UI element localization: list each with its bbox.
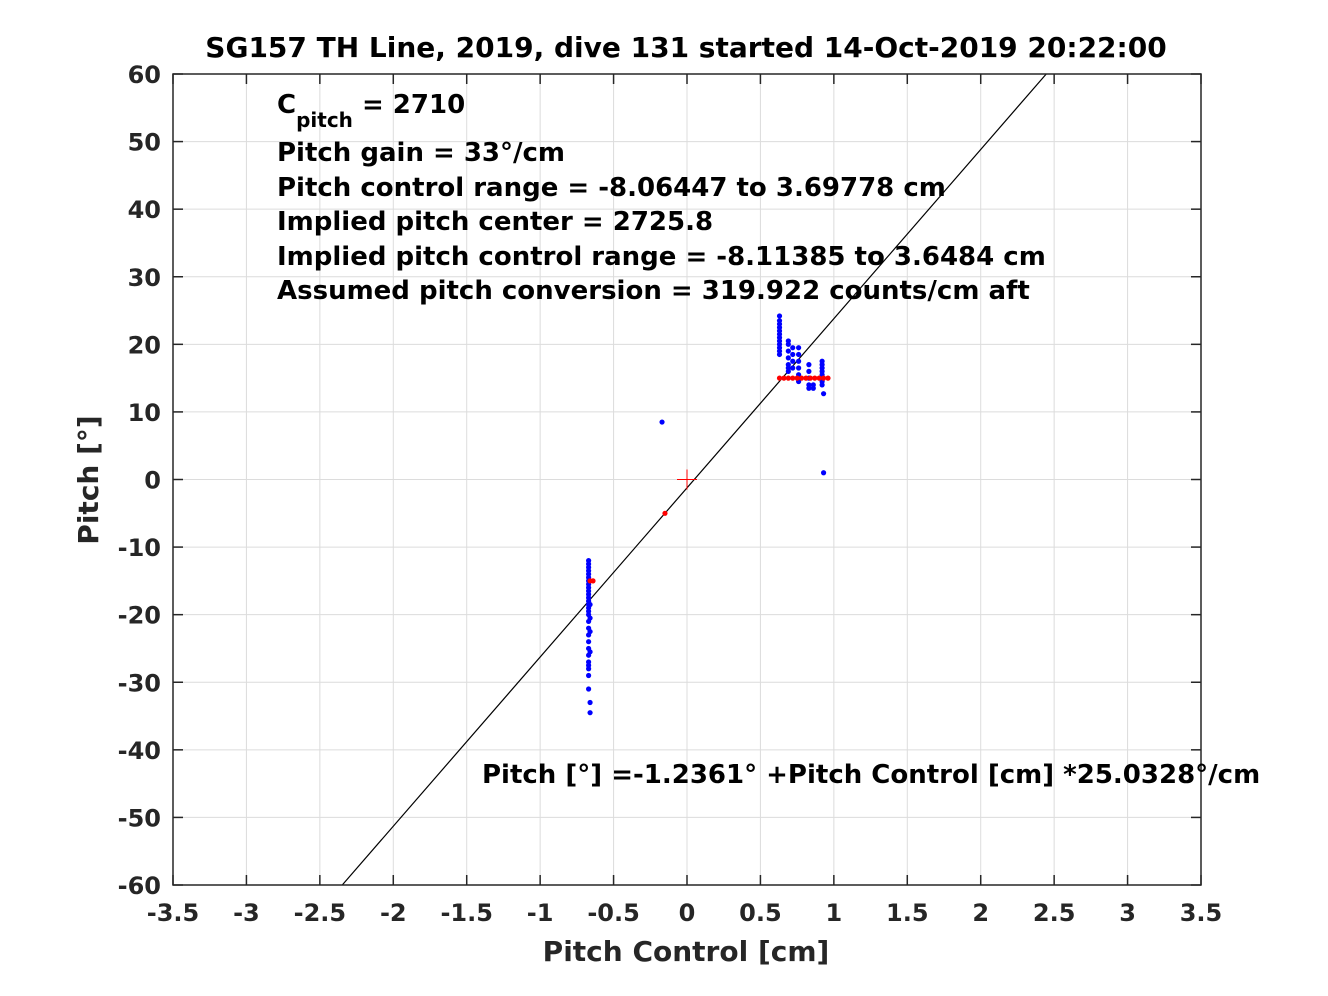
x-tick-label: -1 [527,899,554,927]
control-range-annotation: Pitch control range = -8.06447 to 3.6977… [277,173,946,203]
red-data-point [803,375,809,381]
blue-data-point [587,628,593,635]
conversion-annotation: Assumed pitch conversion = 319.922 count… [277,276,1030,306]
blue-data-point [785,341,791,347]
red-data-point [776,375,783,381]
blue-data-point [587,601,593,608]
y-tick-label: 50 [128,129,161,157]
blue-data-point [586,639,592,645]
blue-data-point [796,358,802,364]
x-tick-label: 0 [679,899,696,927]
red-data-point [807,375,813,381]
blue-data-point [587,649,593,655]
blue-data-point [806,368,812,374]
pitch-gain-annotation: Pitch gain = 33°/cm [277,138,565,168]
y-tick-label: -50 [118,804,161,832]
chart-title: SG157 TH Line, 2019, dive 131 started 14… [205,31,1166,64]
y-tick-label: -10 [118,534,161,562]
red-data-point [790,375,796,381]
red-data-point [820,375,827,381]
data-points [586,313,831,716]
blue-data-point [796,345,802,351]
implied-range-annotation: Implied pitch control range = -8.11385 t… [277,242,1046,272]
y-tick-label: 20 [128,331,161,359]
x-tick-label: 1 [826,899,843,927]
y-axis-label: Pitch [°] [72,415,105,544]
implied-center-annotation: Implied pitch center = 2725.8 [277,207,713,237]
blue-data-point [796,351,802,358]
red-data-point [794,375,800,381]
blue-data-point [790,345,796,351]
red-data-point [662,510,668,516]
y-tick-label: 30 [128,264,161,292]
red-data-point [590,578,596,584]
x-tick-label: -2.5 [294,899,346,927]
y-tick-label: -20 [118,602,161,630]
blue-data-point [659,419,665,425]
blue-data-point [790,351,796,358]
red-data-point [781,375,787,381]
y-tick-label: 0 [144,467,161,495]
red-data-point [816,375,822,381]
cpitch-annotation: Cpitch = 2710 [277,90,465,132]
x-tick-label: 2 [972,899,989,927]
y-tick-label: 60 [128,61,161,89]
cpitch-value: = 2710 [353,90,465,120]
blue-data-point [586,666,592,672]
red-data-point [812,375,818,381]
x-axis-label: Pitch Control [cm] [543,935,830,968]
y-tick-label: 10 [128,399,161,427]
red-data-point [798,375,805,381]
blue-data-point [587,699,593,706]
y-tick-label: -40 [118,737,161,765]
x-tick-label: 0.5 [739,899,782,927]
fit-equation-annotation: Pitch [°] =-1.2361° +Pitch Control [cm] … [482,760,1260,790]
x-tick-label: -1.5 [440,899,492,927]
blue-data-point [796,365,802,371]
blue-data-point [785,355,791,361]
blue-data-point [785,368,791,374]
center-marker [677,469,697,490]
y-tick-label: 40 [128,196,161,224]
grid [173,74,1201,885]
blue-data-point [820,391,827,397]
x-tick-label: -3 [233,899,260,927]
blue-data-point [586,672,592,679]
blue-data-point [587,710,593,716]
blue-data-point [819,382,825,388]
blue-data-point [810,385,816,391]
x-tick-label: 1.5 [886,899,929,927]
blue-data-point [776,351,783,358]
blue-data-point [790,358,796,364]
x-tick-label: -2 [380,899,407,927]
x-tick-label: 3.5 [1180,899,1223,927]
x-tick-label: 2.5 [1033,899,1076,927]
x-tick-label: 3 [1119,899,1136,927]
red-data-point [825,375,831,381]
blue-data-point [806,362,812,368]
blue-data-point [776,313,783,319]
cpitch-base: C [277,90,296,120]
blue-data-point [790,365,796,371]
x-tick-label: -3.5 [147,899,199,927]
blue-data-point [785,348,791,354]
blue-data-point [806,385,812,391]
y-tick-label: -60 [118,872,161,900]
axis-ticks: -3.5 -3 -2.5 -2 -1.5 -1 -0.5 0 0.5 1 1.5 2 2.5 3 3.5 -6… [118,61,1223,927]
cpitch-subscript: pitch [296,108,353,132]
y-tick-label: -30 [118,669,161,697]
blue-data-point [587,615,593,621]
blue-data-point [820,470,827,476]
red-data-point [785,375,791,381]
blue-data-point [586,686,592,692]
x-tick-label: -0.5 [587,899,639,927]
